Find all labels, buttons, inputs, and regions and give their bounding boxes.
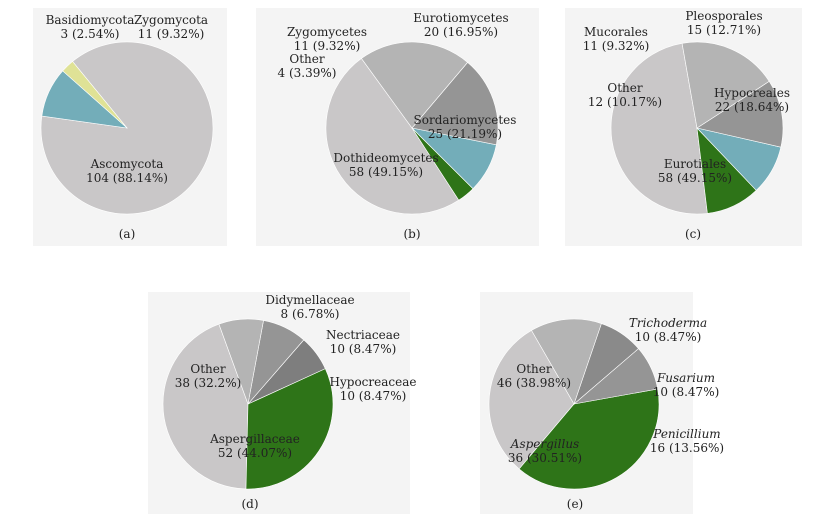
slice-label-aspergillus: Aspergillus 36 (30.51%) (508, 437, 582, 465)
pie-chart-a: Ascomycota 104 (88.14%) Basidiomycota 3 (2.… (40, 13, 214, 241)
panel-label: (c) (685, 227, 701, 241)
pie-slice-eurotiomycetes (411, 61, 499, 146)
pie-slice-aspergillus (488, 329, 575, 470)
slice-label-other: Other 4 (3.39%) (278, 52, 337, 80)
slice-label-nectriaceae: Nectriaceae 10 (8.47%) (326, 328, 400, 356)
slice-label-other: Other 46 (38.98%) (497, 362, 571, 390)
pie-slice-hypocreales (681, 41, 770, 129)
panel-label: (a) (119, 227, 136, 241)
slice-label-fusarium: Fusarium 10 (8.47%) (653, 371, 720, 399)
slice-label-sordariomycetes: Sordariomycetes 25 (21.19%) (414, 113, 517, 141)
pie-slice-penicillium (531, 318, 602, 405)
slice-label-ascomycota: Ascomycota 104 (88.14%) (86, 157, 168, 185)
slice-label-penicillium: Penicillium 16 (13.56%) (650, 427, 724, 455)
pie-slice-dothideomycetes (325, 58, 460, 215)
slice-label-didymellaceae: Didymellaceae 8 (6.78%) (265, 293, 354, 321)
slice-label-hypocreaceae: Hypocreaceae 10 (8.47%) (330, 375, 417, 403)
panel-label: (d) (241, 497, 258, 511)
pie-slice-hypocreaceae (218, 318, 264, 406)
panel-label: (b) (403, 227, 420, 241)
slice-label-aspergillaceae: Aspergillaceae 52 (44.07%) (209, 432, 300, 460)
slice-label-zygomycetes: Zygomycetes 11 (9.32%) (287, 25, 367, 53)
slice-label-other: Other 38 (32.2%) (175, 362, 242, 390)
pie-slice-eurotiales (610, 42, 708, 215)
panel-label: (e) (567, 497, 583, 511)
pie-slice-pleosporales (696, 80, 784, 148)
slice-label-hypocreales: Hypocreales 22 (18.64%) (714, 86, 790, 114)
pie-chart-e: Aspergillus 36 (30.51%) Other 46 (38.98%) Tr… (488, 316, 724, 511)
slice-label-eurotiales: Eurotiales 58 (49.15%) (658, 157, 732, 185)
slice-label-pleosporales: Pleosporales 15 (12.71%) (685, 9, 762, 37)
pie-slice-zygomycota (41, 70, 128, 129)
pie-slice-other (518, 388, 660, 490)
pie-slice-aspergillaceae (162, 323, 249, 490)
slice-label-eurotiomycetes: Eurotiomycetes 20 (16.95%) (413, 11, 508, 39)
pie-chart-d: Aspergillaceae 52 (44.07%) Other 38 (32.2%)… (162, 293, 417, 511)
slice-label-basidiomycota: Basidiomycota 3 (2.54%) (46, 13, 135, 41)
slice-label-trichoderma: Trichoderma 10 (8.47%) (629, 316, 707, 344)
slice-label-other: Other 12 (10.17%) (588, 81, 662, 109)
pie-chart-c: Eurotiales 58 (49.15%) Other 12 (10.17%) Muc… (583, 9, 790, 241)
slice-label-mucorales: Mucorales 11 (9.32%) (583, 25, 650, 53)
slice-label-zygomycota: Zygomycota 11 (9.32%) (134, 13, 208, 41)
pie-chart-b: Dothideomycetes 58 (49.15%) Other 4 (3.39%)… (278, 11, 517, 241)
slice-label-dothideomycetes: Dothideomycetes 58 (49.15%) (333, 151, 438, 179)
pie-slice-sordariomycetes (361, 41, 469, 129)
pie-slice-other (245, 368, 334, 490)
